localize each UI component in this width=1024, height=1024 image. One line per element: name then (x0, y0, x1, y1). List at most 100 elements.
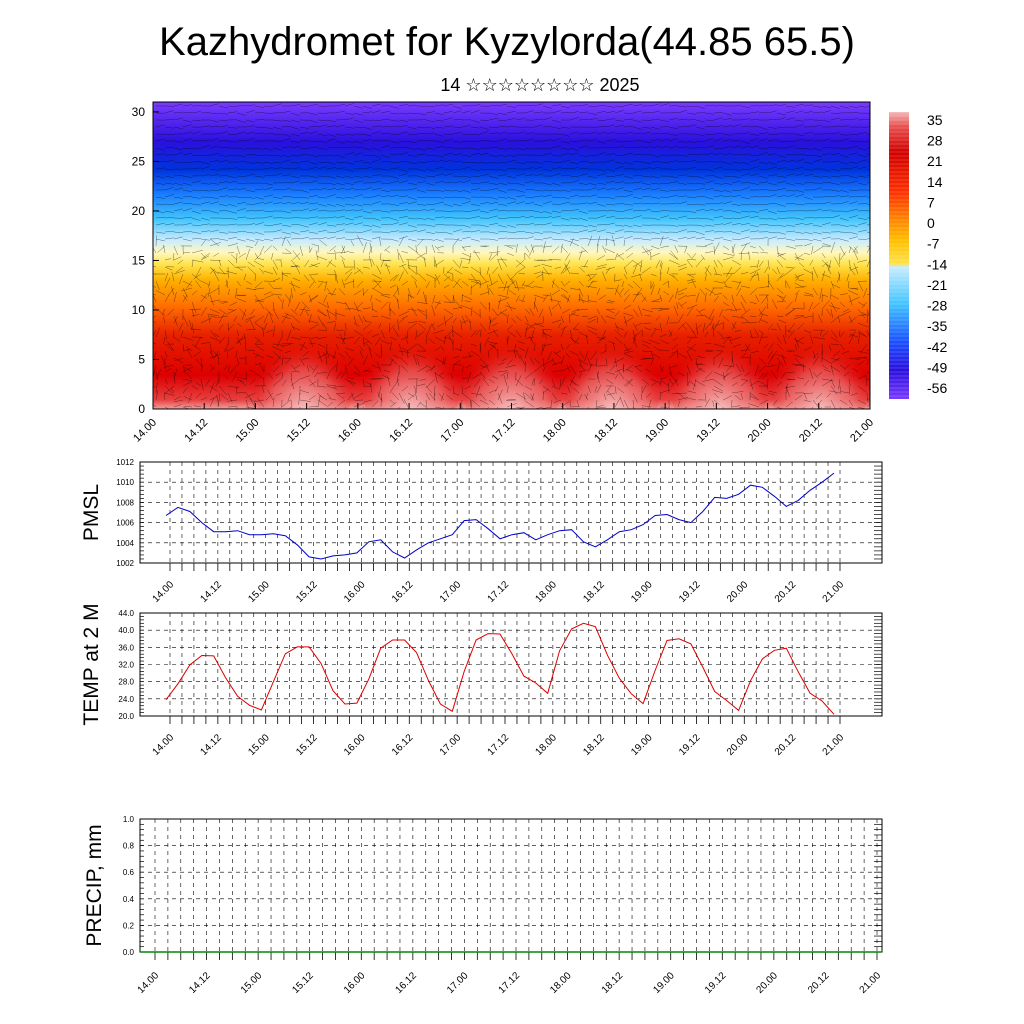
wind-vector (832, 357, 841, 363)
wind-vector (155, 222, 165, 226)
wind-vector (704, 315, 712, 321)
wind-vector (281, 154, 291, 158)
wind-vector (809, 259, 814, 266)
wind-vector (281, 271, 284, 282)
wind-vector (416, 203, 426, 206)
wind-vector (560, 327, 566, 338)
wind-vector (542, 216, 552, 219)
wind-vector (648, 339, 661, 345)
wind-vector (227, 210, 237, 214)
wind-vector (382, 375, 391, 380)
wind-vector (533, 259, 546, 262)
wind-vector (200, 201, 210, 205)
wind-vector (702, 378, 715, 382)
wind-vector (641, 249, 653, 254)
wind-vector (452, 131, 462, 135)
wind-vector (269, 311, 274, 324)
wind-vector (218, 160, 228, 163)
wind-vector (569, 238, 579, 242)
wind-vector (425, 238, 435, 241)
wind-vector (389, 401, 397, 408)
wind-vector (781, 294, 787, 303)
wind-vector (344, 188, 354, 191)
wind-vector (308, 166, 318, 170)
wind-vector (740, 112, 750, 114)
wind-vector (701, 254, 706, 261)
wind-vector (515, 280, 520, 292)
wind-vector (327, 292, 337, 296)
wind-vector (748, 251, 751, 261)
wind-vector (731, 322, 736, 329)
wind-vector (191, 167, 201, 170)
wind-vector (533, 231, 543, 234)
wind-vector (329, 354, 337, 359)
wind-vector (668, 364, 679, 369)
wind-vector (785, 153, 795, 156)
wind-vector (245, 238, 255, 242)
wind-vector (479, 174, 489, 177)
wind-vector (659, 260, 662, 268)
wind-vector (551, 110, 561, 114)
wind-vector (371, 273, 383, 280)
wind-vector (380, 182, 390, 184)
wind-vector (308, 175, 318, 178)
wind-vector (785, 189, 795, 192)
warm-cell (363, 331, 460, 409)
wind-vector (740, 215, 750, 219)
wind-vector (244, 315, 256, 321)
wind-vector (245, 173, 255, 177)
wind-vector (200, 182, 210, 185)
wind-vector (704, 238, 714, 241)
wind-vector (245, 110, 255, 114)
wind-vector (632, 336, 638, 348)
wind-vector (308, 320, 319, 324)
wind-vector (623, 208, 633, 212)
wind-vector (660, 245, 670, 248)
wind-vector (677, 287, 688, 293)
wind-vector (167, 287, 175, 297)
wind-vector (245, 138, 255, 142)
y-tick-label: 0.2 (123, 921, 135, 930)
wind-vector (749, 230, 759, 233)
wind-vector (153, 285, 157, 289)
wind-vector (479, 273, 487, 283)
wind-vector (153, 364, 157, 377)
wind-vector (722, 125, 732, 128)
y-tick-label: 15 (132, 253, 146, 267)
wind-vector (731, 259, 742, 266)
wind-vector (587, 194, 597, 198)
wind-vector (163, 244, 166, 254)
wind-vector (866, 246, 870, 254)
wind-vector (830, 329, 838, 339)
wind-vector (370, 294, 373, 302)
wind-vector (324, 280, 328, 292)
wind-vector (398, 140, 408, 143)
wind-vector (551, 189, 561, 192)
wind-vector (704, 273, 707, 282)
wind-vector (209, 229, 219, 233)
warm-cell (255, 331, 352, 409)
wind-vector (623, 146, 633, 149)
wind-vector (839, 245, 846, 256)
wind-vector (398, 271, 404, 282)
x-tick-label: 17.00 (438, 417, 466, 445)
wind-vector (164, 350, 168, 358)
wind-vector (506, 196, 516, 200)
wind-vector (740, 173, 750, 177)
wind-vector (434, 104, 444, 107)
wind-vector (848, 245, 858, 254)
wind-vector (236, 201, 246, 205)
wind-vector (659, 209, 669, 212)
wind-vector (767, 110, 777, 114)
wind-vector (704, 331, 709, 338)
wind-vector (704, 217, 714, 221)
wind-vector (704, 370, 713, 380)
wind-vector (425, 140, 435, 142)
wind-vector (569, 175, 579, 178)
wind-vector (254, 294, 260, 303)
wind-vector (209, 201, 219, 205)
wind-vector (686, 203, 696, 206)
wind-vector (542, 391, 544, 401)
wind-vector (661, 380, 670, 387)
wind-vector (866, 329, 870, 339)
